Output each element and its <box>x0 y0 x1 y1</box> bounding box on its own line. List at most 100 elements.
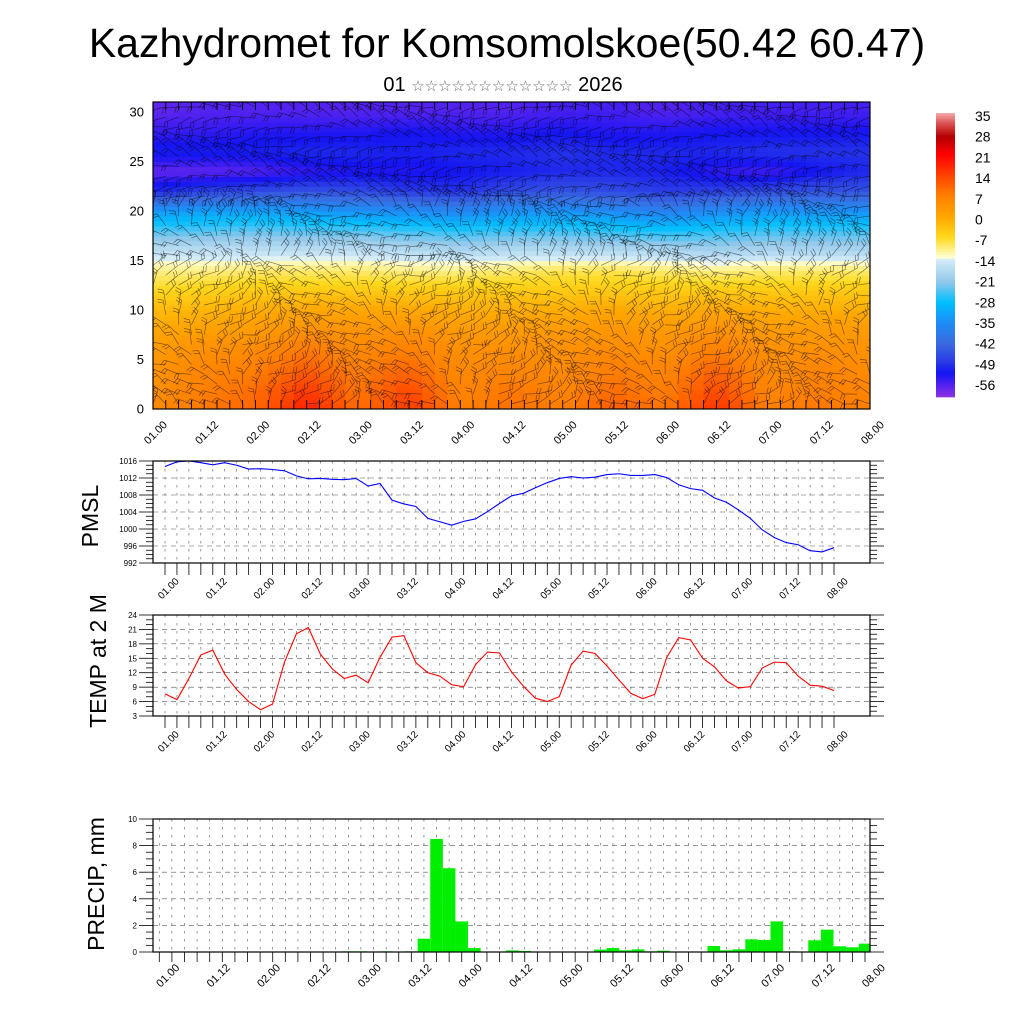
wind-barb <box>241 136 256 149</box>
heatmap-cell <box>178 270 193 276</box>
heatmap-cell <box>524 349 538 356</box>
heatmap-cell <box>191 131 205 138</box>
heatmap-cell <box>460 126 474 133</box>
wind-barb <box>421 305 438 316</box>
heatmap-cell <box>601 191 615 197</box>
heatmap-cell <box>537 111 551 118</box>
heatmap-cell <box>665 201 679 207</box>
heatmap-cell <box>293 270 308 276</box>
heatmap-cell <box>204 141 218 148</box>
heatmap-cell <box>767 280 782 286</box>
wind-barb <box>262 260 282 267</box>
wind-barb <box>237 170 256 177</box>
heatmap-cell <box>242 161 257 168</box>
heatmap-cell <box>652 314 666 321</box>
wind-barb <box>201 126 218 137</box>
heatmap-cell <box>690 220 705 227</box>
heatmap-cell <box>562 205 577 212</box>
heatmap-cell <box>332 399 346 405</box>
heatmap-cell <box>485 126 500 133</box>
heatmap-cell <box>690 245 705 252</box>
heatmap-cell <box>332 220 346 227</box>
wind-barb <box>610 195 627 204</box>
heatmap-cell <box>601 230 615 237</box>
wind-barb <box>712 106 730 118</box>
wind-barb <box>238 116 256 124</box>
heatmap-cell <box>191 176 205 182</box>
heatmap-cell <box>447 374 461 380</box>
heatmap-cell <box>549 230 564 237</box>
heatmap-cell <box>665 141 679 148</box>
heatmap-cell <box>844 349 858 356</box>
heatmap-cell <box>447 205 461 212</box>
heatmap-cell <box>613 339 628 346</box>
heatmap-cell <box>601 349 615 356</box>
heatmap-cell <box>588 384 602 390</box>
heatmap-cell <box>741 220 756 227</box>
heatmap-cell <box>281 141 295 148</box>
wind-barb <box>447 273 462 286</box>
heatmap-cell <box>447 235 461 242</box>
heatmap-cell <box>716 176 730 182</box>
wind-barb <box>301 193 320 200</box>
heatmap-cell <box>703 136 718 143</box>
heatmap-cell <box>434 344 449 351</box>
wind-barb <box>407 351 423 365</box>
heatmap-cell <box>191 305 205 311</box>
wind-barb <box>242 311 256 326</box>
wind-barb <box>267 376 277 395</box>
heatmap-cell <box>793 379 807 385</box>
heatmap-cell <box>165 245 180 252</box>
heatmap-cell <box>447 215 461 222</box>
heatmap-cell <box>665 126 679 133</box>
wind-barb <box>354 386 361 405</box>
heatmap-cell <box>447 285 461 291</box>
wind-barb <box>610 333 627 345</box>
heatmap-cell <box>409 305 423 311</box>
wind-barb <box>267 217 276 236</box>
heatmap-cell <box>319 181 333 187</box>
heatmap-cell <box>473 191 487 197</box>
wind-barb <box>288 111 307 118</box>
heatmap-cell <box>460 250 474 257</box>
heatmap-cell <box>268 270 282 276</box>
wind-barb <box>660 395 679 405</box>
wind-barb <box>178 260 191 276</box>
heatmap-cell <box>332 354 346 361</box>
heatmap-cell <box>805 225 820 232</box>
heatmap-cell <box>498 260 513 267</box>
heatmap-cell <box>703 156 718 163</box>
heatmap-cell <box>741 166 756 173</box>
heatmap-cell <box>383 344 397 351</box>
wind-barb <box>225 146 243 157</box>
wind-barb <box>544 337 563 345</box>
heatmap-cell <box>690 250 705 257</box>
heatmap-cell <box>601 275 615 281</box>
heatmap-cell <box>332 176 346 182</box>
heatmap-cell <box>805 186 820 192</box>
heatmap-cell <box>652 136 666 143</box>
wind-barb <box>250 183 269 191</box>
heatmap-cell <box>767 399 782 405</box>
wind-barb <box>382 156 397 169</box>
wind-barb <box>351 267 359 286</box>
heatmap-cell <box>626 359 641 366</box>
heatmap-cell <box>204 205 218 212</box>
heatmap-cell <box>498 220 513 227</box>
wind-barb <box>457 116 474 126</box>
wind-barb <box>537 375 554 385</box>
heatmap-cell <box>396 111 410 118</box>
heatmap-cell <box>165 230 180 237</box>
heatmap-cell <box>370 324 385 331</box>
wind-barb <box>213 136 230 145</box>
heatmap-cell <box>409 141 423 148</box>
wind-barb <box>293 370 307 385</box>
heatmap-cell <box>575 146 590 153</box>
wind-barb <box>429 119 448 128</box>
wind-barb <box>293 326 301 345</box>
heatmap-cell <box>818 339 833 346</box>
heatmap-cell <box>357 126 372 133</box>
heatmap-cell <box>626 161 641 168</box>
heatmap-cell <box>357 136 372 143</box>
heatmap-cell <box>460 210 474 217</box>
